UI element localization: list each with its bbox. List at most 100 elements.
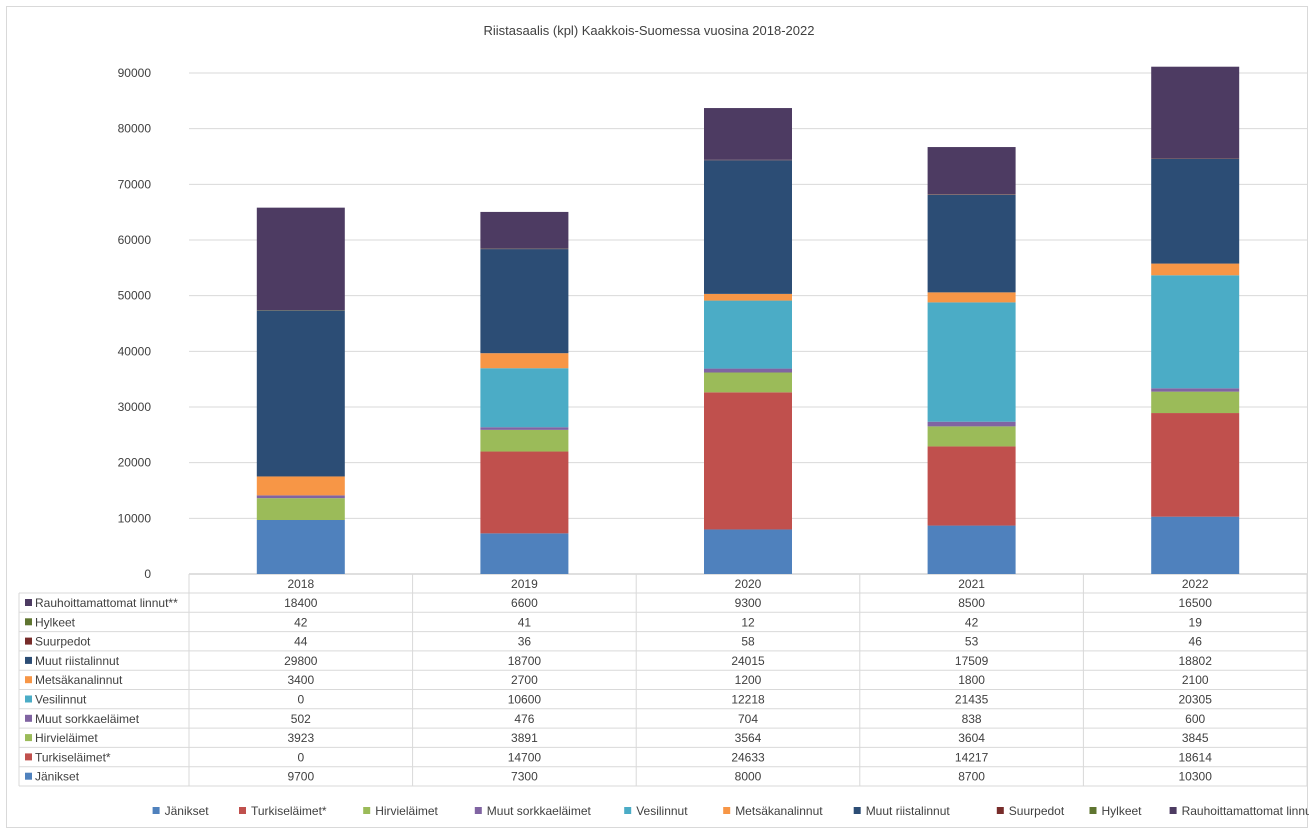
table-cell: 10300 (1179, 770, 1213, 784)
table-legend-key (25, 656, 32, 664)
x-tick-label: 2021 (958, 577, 985, 591)
legend-label: Metsäkanalinnut (735, 804, 823, 818)
bars (256, 66, 1240, 574)
bar-segment (927, 426, 1016, 447)
table-cell: 58 (741, 635, 755, 649)
bar-segment (927, 147, 1016, 195)
table-cell: 3891 (511, 731, 538, 745)
table-legend-key (25, 714, 32, 722)
y-tick-label: 50000 (118, 289, 152, 303)
table-cell: 704 (738, 712, 758, 726)
table-legend-key (25, 772, 32, 780)
table-legend-key (25, 753, 32, 761)
x-tick-label: 2018 (287, 577, 314, 591)
y-tick-label: 40000 (118, 344, 152, 358)
legend-key (996, 807, 1004, 814)
bar-segment (256, 207, 345, 311)
bar-segment (704, 160, 792, 294)
table-cell: 36 (518, 635, 532, 649)
table-cell: 41 (518, 615, 532, 629)
bar-segment (480, 427, 569, 430)
table-cell: 14217 (955, 750, 989, 764)
table-cell: 18700 (508, 654, 542, 668)
table-cell: 476 (514, 712, 534, 726)
bar-segment (256, 476, 345, 496)
table-legend-key (25, 637, 32, 645)
legend-key (239, 807, 246, 814)
table-cell: 2700 (511, 673, 538, 687)
table-cell: 0 (297, 693, 304, 707)
legend-key (723, 807, 731, 814)
table-cell: 3604 (958, 731, 985, 745)
table-cell: 600 (1185, 712, 1205, 726)
bar-segment (1151, 391, 1240, 414)
table-legend-key (25, 734, 32, 742)
bar-segment (704, 372, 792, 393)
table-cell: 3923 (287, 731, 314, 745)
table-row-label: Muut sorkkaeläimet (35, 712, 140, 726)
chart-title: Riistasaalis (kpl) Kaakkois-Suomessa vuo… (484, 23, 815, 38)
table-cell: 12218 (731, 693, 765, 707)
bar-segment (1151, 413, 1240, 517)
table-cell: 18400 (284, 596, 318, 610)
legend-label: Hylkeet (1102, 804, 1143, 818)
table-cell: 44 (294, 635, 308, 649)
table-cell: 1200 (735, 673, 762, 687)
bar-segment (704, 300, 792, 369)
table-cell: 14700 (508, 750, 542, 764)
table-cell: 53 (965, 635, 979, 649)
bar-segment (480, 429, 569, 452)
bar-segment (256, 310, 345, 477)
table-row-label: Muut riistalinnut (35, 654, 120, 668)
legend-label: Rauhoittamattomat linnut** (1182, 804, 1309, 818)
table-row-label: Suurpedot (35, 635, 91, 649)
table-cell: 502 (291, 712, 311, 726)
legend-key (474, 807, 482, 814)
table-cell: 3845 (1182, 731, 1209, 745)
bar-segment (927, 446, 1016, 526)
legend-key (152, 807, 160, 814)
table-cell: 838 (962, 712, 982, 726)
bar-segment (1151, 158, 1240, 264)
bar-segment (1151, 275, 1240, 389)
table-cell: 7300 (511, 770, 538, 784)
bar-segment (1151, 66, 1240, 159)
table-cell: 12 (741, 615, 755, 629)
legend-key (853, 807, 861, 814)
chart-frame: Riistasaalis (kpl) Kaakkois-Suomessa vuo… (6, 6, 1309, 828)
table-legend-key (25, 676, 32, 684)
table-cell: 20305 (1179, 693, 1213, 707)
legend-label: Turkiseläimet* (251, 804, 327, 818)
bar-segment (480, 368, 569, 428)
table-cell: 6600 (511, 596, 538, 610)
table-cell: 21435 (955, 693, 989, 707)
legend-label: Jänikset (165, 804, 210, 818)
y-tick-label: 30000 (118, 400, 152, 414)
table-row-label: Jänikset (35, 770, 80, 784)
table-cell: 19 (1189, 615, 1203, 629)
legend-label: Suurpedot (1009, 804, 1065, 818)
table-cell: 3400 (287, 673, 314, 687)
legend-label: Hirvieläimet (375, 804, 438, 818)
y-axis: 0 10000 20000 30000 40000 50000 60000 70000 8000… (118, 66, 152, 581)
legend-label: Muut riistalinnut (866, 804, 951, 818)
table-row-label: Rauhoittamattomat linnut** (35, 596, 178, 610)
table-legend-key (25, 599, 32, 606)
bar-segment (256, 520, 345, 574)
bar-segment (480, 211, 569, 249)
legend-key (624, 807, 632, 814)
table-cell: 1800 (958, 673, 985, 687)
bar-segment (480, 451, 569, 534)
bar-segment (927, 292, 1016, 303)
bar-segment (1151, 263, 1240, 276)
table-cell: 8500 (958, 596, 985, 610)
table-cell: 17509 (955, 654, 989, 668)
bar-segment (704, 529, 792, 574)
y-tick-label: 0 (144, 567, 151, 581)
table-row-label: Turkiseläimet* (35, 750, 111, 764)
bar-segment (704, 368, 792, 373)
bar-segment (480, 533, 569, 574)
y-tick-label: 90000 (118, 66, 152, 80)
table-cell: 8700 (958, 770, 985, 784)
bar-segment (480, 249, 569, 354)
